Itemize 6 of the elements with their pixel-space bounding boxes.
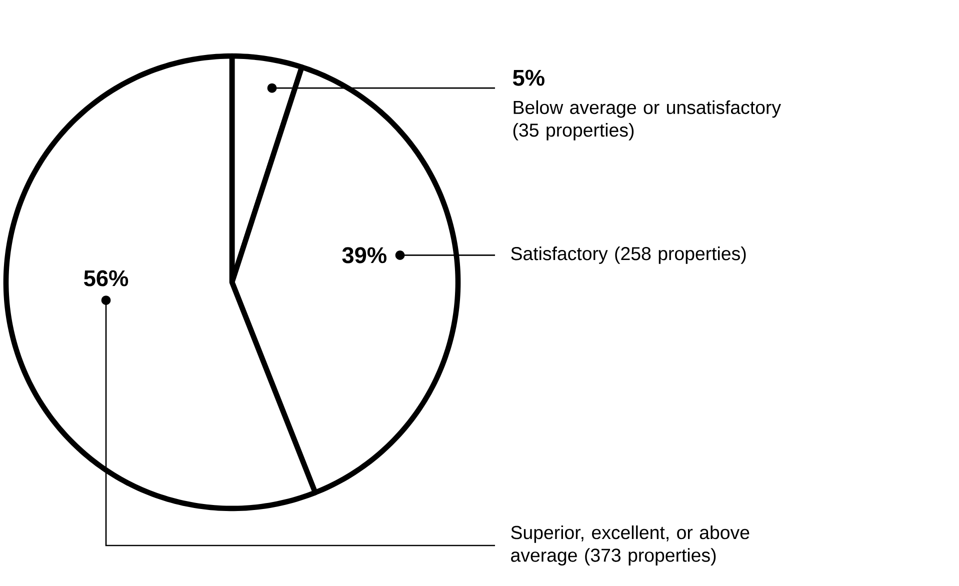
slice-label: Below average or unsatisfactory (35 properties) <box>513 100 782 141</box>
slice-label: Satisfactory (258 properties) <box>511 246 746 264</box>
slice-label: Superior, excellent, or above average (373 properties) <box>511 526 750 566</box>
data-label: 5% <box>512 70 544 86</box>
data-label: 56% <box>84 270 128 287</box>
data-label: 39% <box>342 247 386 264</box>
